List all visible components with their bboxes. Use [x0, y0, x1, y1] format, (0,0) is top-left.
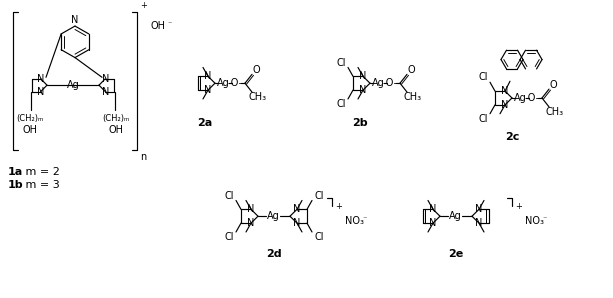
Text: N: N — [359, 85, 367, 95]
Text: N: N — [102, 87, 109, 97]
Text: (CH₂)ₘ: (CH₂)ₘ — [102, 114, 129, 123]
Text: Ag: Ag — [67, 80, 79, 90]
Text: Cl: Cl — [224, 232, 234, 242]
Text: n: n — [140, 152, 147, 162]
Text: (CH₂)ₘ: (CH₂)ₘ — [17, 114, 44, 123]
Text: N: N — [429, 218, 436, 228]
Text: 1b: 1b — [8, 180, 24, 190]
Text: -O-: -O- — [525, 93, 539, 103]
Text: Ag: Ag — [371, 78, 384, 88]
Text: +: + — [140, 1, 147, 10]
Text: N: N — [247, 204, 254, 214]
Text: N: N — [204, 85, 211, 95]
Text: Cl: Cl — [224, 190, 234, 201]
Text: N: N — [475, 218, 482, 228]
Text: N: N — [501, 100, 509, 110]
Text: O: O — [549, 80, 557, 90]
Text: 2d: 2d — [266, 249, 282, 259]
Text: 2b: 2b — [352, 118, 368, 128]
Text: O: O — [252, 65, 260, 75]
Text: Cl: Cl — [478, 72, 488, 82]
Text: +: + — [335, 202, 342, 211]
Text: Ag: Ag — [449, 211, 462, 221]
Text: N: N — [71, 15, 78, 25]
Text: N: N — [102, 74, 109, 84]
Text: O: O — [407, 65, 415, 75]
Text: NO₃: NO₃ — [525, 216, 544, 226]
Text: 2e: 2e — [448, 249, 463, 259]
Text: m = 2: m = 2 — [22, 167, 60, 177]
Text: Cl: Cl — [337, 99, 346, 109]
Text: Ag: Ag — [514, 93, 527, 103]
Text: N: N — [293, 204, 301, 214]
Text: +: + — [515, 202, 522, 211]
Text: Ag: Ag — [216, 78, 229, 88]
Text: N: N — [475, 204, 482, 214]
Text: NO₃: NO₃ — [345, 216, 364, 226]
Text: ⁻: ⁻ — [542, 215, 546, 224]
Text: Cl: Cl — [337, 58, 346, 68]
Text: CH₃: CH₃ — [546, 107, 564, 117]
Text: 1a: 1a — [8, 167, 23, 177]
Text: m = 3: m = 3 — [22, 180, 59, 190]
Text: Cl: Cl — [314, 232, 324, 242]
Text: N: N — [247, 218, 254, 228]
Text: N: N — [293, 218, 301, 228]
Text: ⁻: ⁻ — [362, 215, 367, 224]
Text: ⁻: ⁻ — [167, 20, 172, 29]
Text: Cl: Cl — [314, 190, 324, 201]
Text: N: N — [204, 71, 211, 81]
Text: OH: OH — [151, 21, 166, 31]
Text: N: N — [37, 87, 44, 97]
Text: CH₃: CH₃ — [404, 92, 422, 102]
Text: -O-: -O- — [227, 78, 243, 88]
Text: N: N — [429, 204, 436, 214]
Text: OH: OH — [109, 125, 123, 136]
Text: N: N — [37, 74, 44, 84]
Text: N: N — [501, 86, 509, 96]
Text: CH₃: CH₃ — [249, 92, 267, 102]
Text: OH: OH — [23, 125, 37, 136]
Text: 2c: 2c — [505, 132, 519, 142]
Text: Cl: Cl — [478, 114, 488, 124]
Text: Ag: Ag — [267, 211, 280, 221]
Text: N: N — [359, 71, 367, 81]
Text: -O-: -O- — [383, 78, 398, 88]
Text: 2a: 2a — [197, 118, 213, 128]
